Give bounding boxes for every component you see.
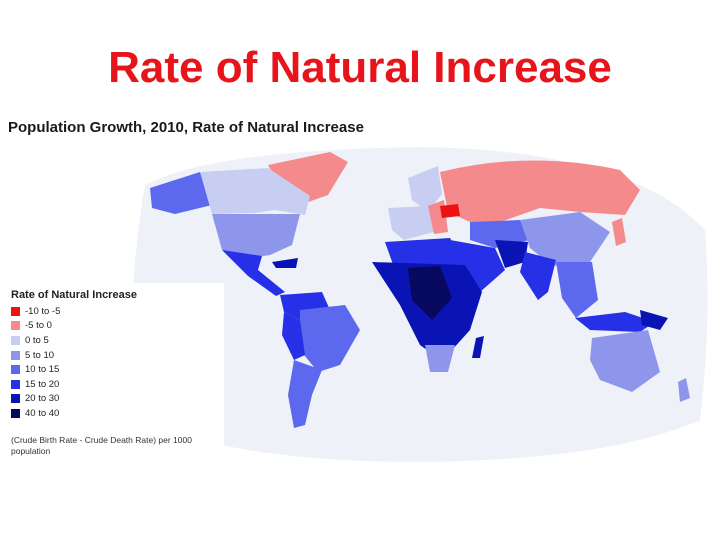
region-southern-cone	[288, 360, 322, 428]
region-southern-africa	[425, 345, 455, 372]
region-new-zealand	[678, 378, 690, 402]
legend-label: 20 to 30	[25, 393, 60, 405]
legend-item: 40 to 40	[11, 406, 60, 421]
legend-item: 5 to 10	[11, 348, 60, 363]
region-caribbean	[272, 258, 298, 268]
legend-swatch	[11, 350, 20, 360]
legend-item: 15 to 20	[11, 377, 60, 392]
legend-label: 0 to 5	[25, 334, 49, 346]
region-southeast-asia	[556, 262, 598, 318]
legend-swatch	[11, 321, 20, 331]
region-scandinavia	[408, 166, 442, 212]
legend-items: -10 to -5 -5 to 0 0 to 5 5 to 10 10 to 1…	[11, 304, 60, 421]
legend-swatch	[11, 379, 20, 389]
map-legend: Rate of Natural Increase -10 to -5 -5 to…	[5, 283, 224, 463]
legend-item: -10 to -5	[11, 304, 60, 319]
slide-title: Rate of Natural Increase	[108, 43, 612, 92]
legend-swatch	[11, 335, 20, 345]
legend-swatch	[11, 365, 20, 375]
region-australia	[590, 330, 660, 392]
legend-label: 40 to 40	[25, 407, 60, 419]
region-india	[520, 252, 556, 300]
region-canada	[200, 168, 310, 215]
region-central-africa	[408, 266, 452, 320]
region-madagascar	[472, 336, 484, 358]
legend-title: Rate of Natural Increase	[11, 289, 137, 301]
region-brazil	[300, 305, 360, 372]
region-usa	[212, 214, 300, 258]
region-new-guinea	[640, 310, 668, 330]
legend-label: 15 to 20	[25, 378, 60, 390]
legend-swatch	[11, 394, 20, 404]
legend-label: -10 to -5	[25, 305, 61, 317]
legend-label: -5 to 0	[25, 320, 52, 332]
legend-item: 10 to 15	[11, 362, 60, 377]
region-mexico	[222, 250, 285, 296]
region-andes	[282, 312, 305, 360]
legend-label: 10 to 15	[25, 364, 60, 376]
legend-item: 0 to 5	[11, 333, 60, 348]
legend-label: 5 to 10	[25, 349, 55, 361]
map-heading: Population Growth, 2010, Rate of Natural…	[8, 119, 364, 136]
region-ukraine	[440, 204, 460, 218]
legend-item: -5 to 0	[11, 319, 60, 334]
region-japan	[612, 218, 626, 246]
legend-note: (Crude Birth Rate - Crude Death Rate) pe…	[11, 435, 192, 456]
region-china	[520, 212, 610, 266]
region-western-europe	[388, 206, 434, 240]
region-russia	[440, 160, 640, 222]
region-central-asia	[470, 220, 530, 248]
region-alaska	[150, 172, 212, 214]
region-indonesia	[575, 312, 655, 332]
legend-swatch	[11, 306, 20, 316]
region-south-central-asia	[495, 240, 528, 268]
legend-item: 20 to 30	[11, 392, 60, 407]
legend-swatch	[11, 408, 20, 418]
